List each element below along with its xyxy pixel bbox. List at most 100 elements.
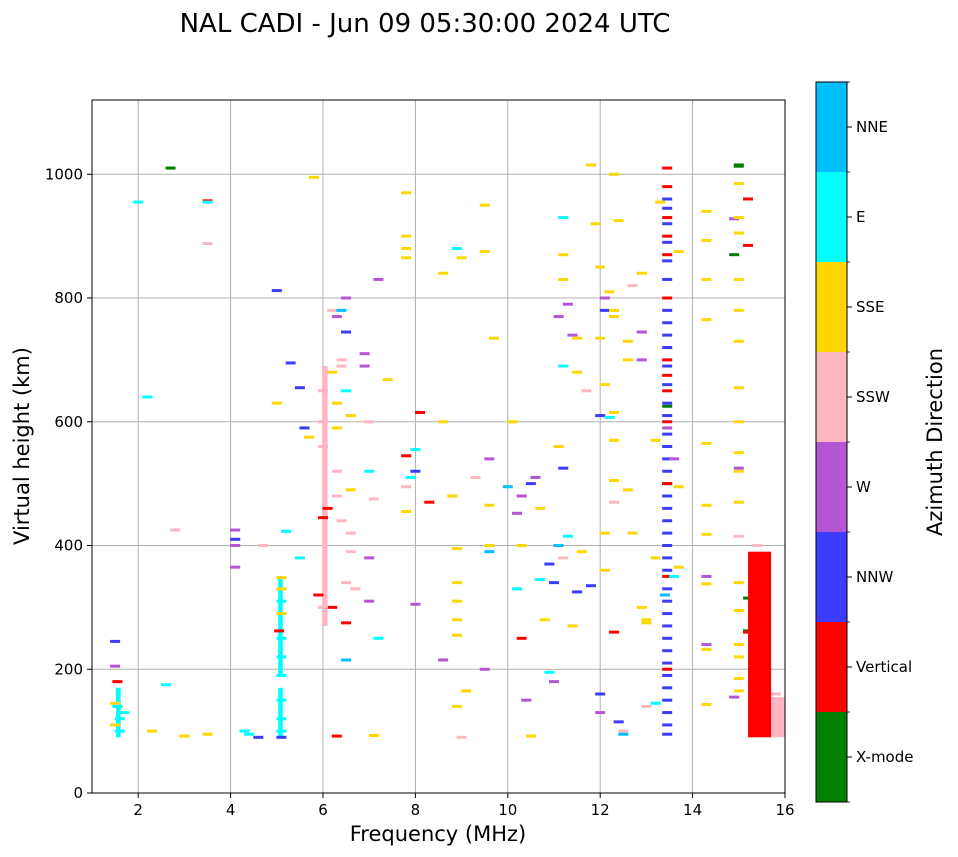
- colorbar-category-label: NNW: [856, 568, 893, 586]
- echo-point: [733, 581, 744, 585]
- echo-point: [114, 729, 125, 733]
- plot-frame: [91, 99, 786, 794]
- echo-point: [276, 576, 287, 580]
- echo-point: [655, 200, 666, 204]
- echo-point: [662, 624, 673, 628]
- echo-point: [535, 578, 546, 582]
- echo-point: [294, 386, 305, 390]
- echo-point: [662, 698, 673, 702]
- echo-point: [572, 370, 583, 374]
- echo-point: [507, 420, 518, 424]
- echo-point: [447, 494, 458, 498]
- x-tick-label: 4: [226, 801, 236, 819]
- echo-point: [276, 587, 287, 591]
- echo-point: [345, 488, 356, 492]
- echo-point: [662, 321, 673, 325]
- echo-point: [604, 415, 615, 419]
- echo-point: [364, 469, 375, 473]
- echo-point: [112, 680, 123, 684]
- echo-point: [202, 200, 213, 204]
- plot-area: [92, 100, 785, 793]
- colorbar-segment: [816, 532, 847, 622]
- echo-point: [733, 231, 744, 235]
- echo-point: [627, 531, 638, 535]
- echo-point: [662, 414, 673, 418]
- echo-point: [662, 556, 673, 560]
- echo-point: [662, 519, 673, 523]
- echo-point: [364, 599, 375, 603]
- echo-point: [650, 701, 661, 705]
- echo-point: [662, 457, 673, 461]
- echo-point: [239, 729, 250, 733]
- echo-point: [525, 482, 536, 486]
- echo-point: [662, 389, 673, 393]
- echo-point: [331, 401, 342, 405]
- echo-point: [662, 216, 673, 220]
- echo-point: [230, 544, 241, 547]
- colorbar: X-mode Vertical NNW W SSW SSE E NNE: [815, 81, 913, 803]
- echo-point: [244, 732, 255, 736]
- echo-point: [770, 692, 781, 696]
- y-axis-label: Virtual height (km): [10, 347, 34, 545]
- colorbar-segment: [816, 262, 847, 352]
- echo-point: [318, 516, 328, 520]
- echo-point: [304, 435, 315, 439]
- colorbar-category-label: W: [856, 478, 871, 496]
- echo-point: [456, 256, 467, 260]
- echo-point: [331, 469, 342, 473]
- x-axis-label: Frequency (MHz): [350, 822, 526, 846]
- echo-point: [733, 500, 744, 504]
- echo-point: [382, 378, 393, 382]
- echo-point: [662, 222, 673, 226]
- y-tick-label: 400: [54, 537, 83, 555]
- echo-point: [415, 410, 426, 414]
- echo-point: [276, 698, 287, 702]
- echo-point: [662, 206, 673, 210]
- echo-point: [276, 612, 287, 616]
- echo-point: [401, 234, 412, 238]
- echo-point: [622, 339, 633, 343]
- echo-block: [771, 697, 785, 738]
- echo-point: [595, 336, 606, 340]
- echo-point: [650, 556, 661, 560]
- echo-point: [401, 485, 412, 489]
- echo-point: [585, 584, 596, 588]
- echo-point: [327, 605, 338, 609]
- echo-point: [701, 503, 712, 507]
- echo-point: [662, 568, 673, 572]
- echo-point: [701, 703, 712, 707]
- echo-point: [733, 339, 744, 343]
- echo-point: [373, 636, 384, 640]
- echo-point: [438, 271, 449, 275]
- echo-point: [544, 562, 555, 566]
- echo-point: [595, 414, 606, 418]
- echo-point: [729, 695, 740, 699]
- echo-point: [609, 315, 620, 319]
- echo-point: [276, 673, 287, 677]
- echo-column: [116, 687, 121, 738]
- echo-point: [133, 200, 144, 204]
- echo-point: [701, 209, 712, 213]
- echo-point: [662, 234, 673, 238]
- echo-point: [613, 219, 624, 223]
- echo-point: [567, 624, 578, 628]
- echo-point: [281, 529, 292, 533]
- echo-point: [622, 488, 633, 492]
- echo-point: [599, 308, 610, 312]
- echo-point: [609, 479, 620, 483]
- echo-point: [530, 475, 541, 479]
- echo-point: [733, 677, 744, 681]
- echo-point: [479, 203, 490, 207]
- echo-point: [553, 544, 564, 547]
- echo-point: [662, 587, 673, 591]
- echo-point: [521, 698, 532, 702]
- echo-point: [662, 420, 673, 424]
- echo-point: [516, 544, 527, 547]
- echo-point: [595, 711, 606, 715]
- echo-point: [276, 655, 287, 659]
- echo-point: [662, 673, 673, 677]
- echo-point: [364, 420, 375, 424]
- echo-point: [641, 704, 652, 708]
- echo-point: [230, 537, 241, 541]
